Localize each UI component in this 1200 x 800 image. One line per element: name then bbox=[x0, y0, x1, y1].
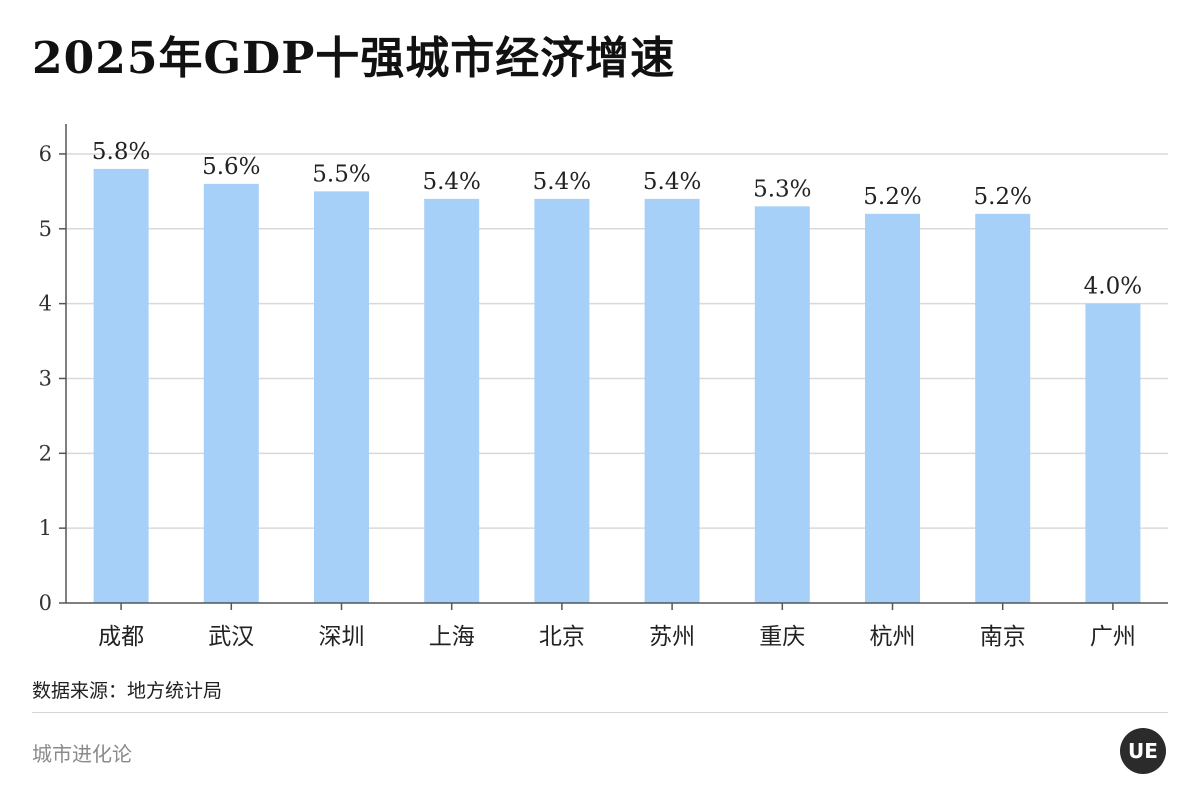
data-label-武汉: 5.6% bbox=[202, 154, 260, 180]
y-tick-label-0: 0 bbox=[39, 591, 52, 615]
data-source: 数据来源：地方统计局 bbox=[32, 680, 223, 702]
data-label-广州: 4.0% bbox=[1084, 274, 1142, 300]
data-label-苏州: 5.4% bbox=[643, 169, 701, 195]
bar-苏州 bbox=[644, 198, 700, 603]
bar-杭州 bbox=[865, 213, 920, 603]
data-label-上海: 5.4% bbox=[422, 169, 480, 195]
y-tick-label-3: 3 bbox=[39, 366, 52, 390]
x-tick-label-北京: 北京 bbox=[539, 624, 585, 650]
brand-name: 城市进化论 bbox=[32, 742, 132, 766]
y-tick-label-2: 2 bbox=[39, 441, 52, 465]
bar-上海 bbox=[424, 198, 480, 603]
data-label-北京: 5.4% bbox=[533, 169, 591, 195]
data-label-杭州: 5.2% bbox=[863, 184, 921, 210]
x-tick-label-武汉: 武汉 bbox=[208, 624, 254, 650]
x-tick-label-广州: 广州 bbox=[1090, 624, 1136, 650]
bar-成都 bbox=[93, 168, 149, 603]
brand-logo: UE bbox=[1120, 728, 1166, 774]
x-tick-label-杭州: 杭州 bbox=[870, 624, 916, 650]
bar-南京 bbox=[975, 213, 1031, 603]
footer-divider bbox=[32, 712, 1168, 713]
x-tick-label-成都: 成都 bbox=[98, 624, 144, 650]
y-tick-label-5: 5 bbox=[39, 217, 52, 241]
x-tick-label-深圳: 深圳 bbox=[319, 624, 365, 650]
y-tick-label-4: 4 bbox=[39, 292, 52, 316]
x-tick-label-南京: 南京 bbox=[980, 624, 1026, 650]
y-tick-label-6: 6 bbox=[39, 142, 52, 166]
data-label-南京: 5.2% bbox=[973, 184, 1031, 210]
bar-重庆 bbox=[754, 206, 810, 603]
data-label-重庆: 5.3% bbox=[753, 176, 811, 202]
labels: 0 1 2 3 4 5 6 5.8% 成都 5.6% 武汉 5.5% 深圳 5.4% 上海 5.4% 北京 5.4… bbox=[39, 139, 1142, 650]
bar-武汉 bbox=[203, 183, 259, 603]
chart-title: 2025年GDP十强城市经济增速 bbox=[32, 33, 676, 84]
data-label-成都: 5.8% bbox=[92, 139, 150, 165]
bars bbox=[93, 168, 1141, 603]
axes bbox=[59, 124, 1168, 610]
data-label-深圳: 5.5% bbox=[312, 161, 370, 187]
y-tick-label-1: 1 bbox=[39, 516, 52, 540]
x-tick-label-重庆: 重庆 bbox=[759, 624, 805, 650]
x-tick-label-上海: 上海 bbox=[429, 624, 475, 650]
bar-广州 bbox=[1085, 303, 1141, 603]
x-tick-label-苏州: 苏州 bbox=[649, 624, 695, 650]
bar-北京 bbox=[534, 198, 590, 603]
bar-深圳 bbox=[314, 191, 369, 603]
